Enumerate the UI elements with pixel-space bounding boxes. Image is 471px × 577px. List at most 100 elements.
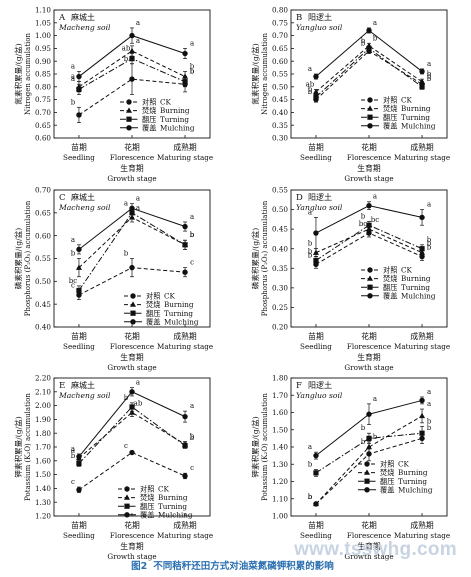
panel-d-series-0-sig-label: b [308,251,313,259]
panel-d-legend-label-en: Turning [401,283,430,292]
panel-f-soil-en: Yangluo soil [296,391,343,400]
panel-d-xtick-label-cn: 成熟期 [410,331,434,341]
panel-b-xtick-label-cn: 花期 [361,142,377,152]
panel-f-legend-label-en: Turning [398,477,427,486]
panel-e-series-0: c c c [71,442,194,493]
panel-c-legend-label-en: Burning [164,300,194,309]
panel-b-series-1-point [419,78,426,84]
panel-d-xlabel-en: Growth stage [344,363,393,372]
panel-c-series-1-sig-label: b [190,231,195,239]
panel-b-ytick-label: 0.45 [272,95,288,104]
panel-e-series-0-point [129,449,135,456]
panel-b-xtick-label-cn: 苗期 [308,143,324,152]
panel-c-series-1-sig-label: b [71,250,76,258]
panel-d-ytick-label: 0.45 [272,225,288,234]
panel-e-ylabel-en: Potassium (K₂O) accumulation [24,393,32,501]
panel-b-series-2: bbb [308,37,432,100]
panel-d-xtick-label-cn: 花期 [361,331,377,341]
panel-e-series-1-sig-label: a [71,446,75,454]
panel-d-ylabel-cn: 磷素积累量/(g/盆) [250,228,260,290]
panel-b-legend-label-en: CK [401,96,412,105]
panel-f-ytick-label: 1.10 [272,494,288,503]
panel-d-series-1-sig-label: bc [371,216,379,224]
panel-c-legend-label-en: Mulching [164,317,199,326]
figure-caption-text: 不同秸秆还田方式对油菜氮磷钾积累的影响 [153,561,334,572]
panel-a-series-2-sig-label: a [71,75,75,83]
panel-f-series-1-sig-label: b [373,433,378,441]
panel-a-series-0-sig-label: b [190,68,195,76]
panel-b-series-3-point [313,73,319,80]
panel-f-ytick-label: 1.30 [272,460,288,469]
panel-d-ylabel-en: Phosphorus (P₂O₅) accumulation [261,200,269,316]
panel-c-legend-label-cn: 对照 [146,292,160,301]
panel-d-series-2-point [366,222,372,228]
panel-d-series-1-sig-label: b [427,240,432,248]
panel-d-series-3: a a a [308,193,431,250]
panel-e-series-3-sig-label: a [190,402,194,410]
panel-e-soil-cn: 麻城土 [71,380,95,390]
panel-f-series-0-sig-label: b [308,493,313,501]
panel-d-series-1-sig-label: b [308,240,313,248]
panel-a-series-1-sig-label: a [71,73,75,81]
panel-f-series-0-point [366,451,372,457]
panel-e-legend-label-cn: 翻压 [140,502,154,511]
panel-f-series-3-sig-label: a [373,395,377,403]
panel-a-series-3-point [182,50,188,57]
panel-d-series-2-sig-label: b [361,212,366,220]
panel-c-legend-label-cn: 焚烧 [146,300,160,309]
panel-c-series-2-point [182,242,188,248]
panel-f-xtick-label-cn: 成熟期 [410,520,434,530]
panel-e-xtick-label-cn: 苗期 [71,521,87,530]
panel-a-legend-label-cn: 对照 [142,98,156,107]
panel-a-series-3-point [129,32,135,39]
panel-c-legend-label-cn: 覆盖 [146,317,160,326]
panel-e-letter: E [59,381,65,391]
panel-d-series-2-point [313,257,319,264]
panel-c-legend-marker [130,319,136,325]
panel-e-ytick-label: 2.20 [35,374,51,383]
panel-a-ylabel-en: Nitrogen accumulation [24,33,32,115]
panel-a-series-1-point [182,73,189,79]
panel-e-ylabel-cn: 钾素积累量/(g/盆) [13,416,23,478]
panel-a-legend-label-en: Turning [160,115,189,124]
panel-e-series-3: a a a [71,379,194,460]
panel-d-series-2: bbb [308,212,432,265]
panel-a-xtick-label-cn: 苗期 [71,143,87,152]
panel-b-series-2-point [419,84,425,90]
panel-f-legend-label-cn: 对照 [380,460,394,469]
panel-c-legend-marker [130,293,136,299]
panel-c-series-0-point [129,264,135,271]
panel-c-legend-marker [130,301,136,307]
panel-f-series-3: aaa [308,388,431,460]
panel-b-xtick-label-cn: 成熟期 [410,142,434,152]
panel-f-letter: F [296,381,302,391]
panel-e-ytick-label: 1.70 [35,443,51,452]
panel-b-series-2-sig-label: b [361,37,366,45]
panel-a-soil-en: Macheng soil [58,23,111,32]
panel-c-series-2-sig-label: b [190,231,195,239]
panel-f-ytick-label: 1.20 [272,477,288,486]
panel-e-legend-label-en: Turning [158,502,187,511]
panel-b-series-1-sig-label: b [427,70,432,78]
panel-e-legend-label-cn: 对照 [140,485,154,494]
panel-b-ytick-label: 0.55 [272,70,288,79]
panel-b-series-3-sig-label: a [373,19,377,27]
panel-f-series-3-sig-label: a [427,388,431,396]
panel-e-series-0-point [182,473,188,479]
panel-e-ytick-label: 2.10 [35,387,51,396]
panel-a-legend-label-en: Mulching [160,123,195,132]
panel-e-legend-marker [124,486,130,492]
panel-d-ytick-label: 0.25 [272,303,288,312]
panel-d-ytick-label: 0.20 [272,323,288,332]
panel-d-series-3-sig-label: a [427,201,431,209]
panel-c-series-2-point [76,287,82,294]
panel-f-xtick-label-en: Maturing stage [394,531,450,540]
panel-b-ytick-label: 0.50 [272,82,288,91]
panel-a-ytick-label: 0.80 [35,82,51,91]
panel-e-ytick-label: 1.40 [35,484,51,493]
panel-a-series-3: aaa [71,19,194,83]
panel-f: 1.00 1.10 1.20 1.30 1.40 1.50 1.60 1.70 1.80 苗期Se… [250,374,450,561]
panel-a-series-1-line [78,50,186,88]
